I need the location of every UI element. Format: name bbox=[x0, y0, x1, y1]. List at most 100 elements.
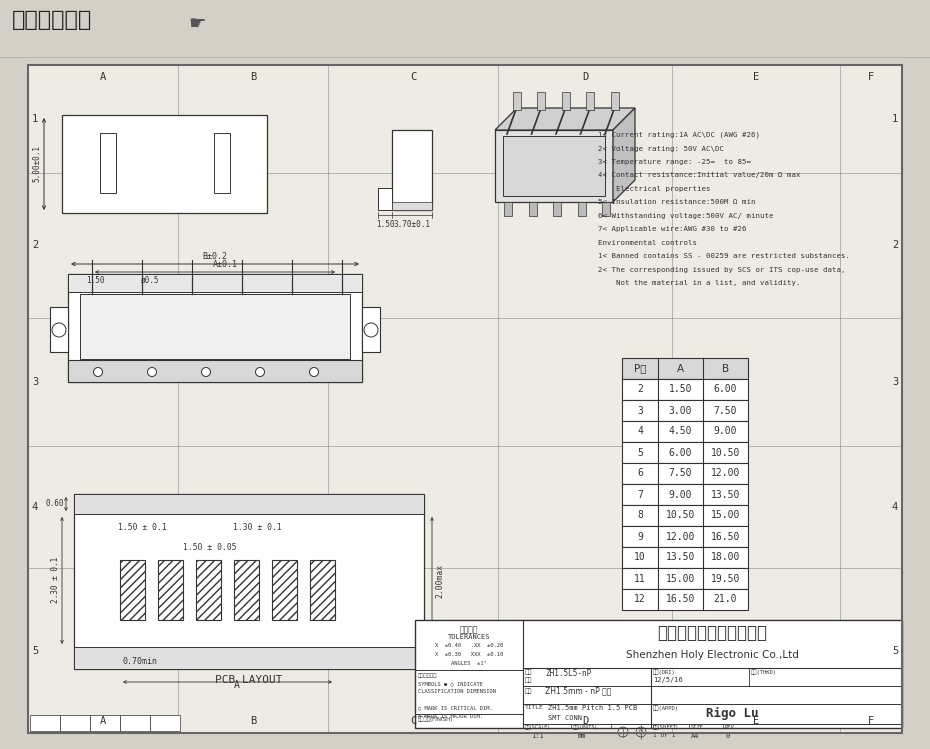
Text: ○ MARK IS MAJOR DIM.: ○ MARK IS MAJOR DIM. bbox=[418, 713, 483, 718]
Text: 图号: 图号 bbox=[525, 677, 533, 682]
Text: E: E bbox=[753, 716, 759, 726]
Text: C: C bbox=[410, 716, 416, 726]
Text: 3.00: 3.00 bbox=[669, 405, 692, 416]
Text: 6< Withstanding voltage:500V AC/ minute: 6< Withstanding voltage:500V AC/ minute bbox=[598, 213, 774, 219]
Bar bbox=[30, 715, 60, 731]
Bar bbox=[622, 400, 748, 421]
Text: 2.30 ± 0.1: 2.30 ± 0.1 bbox=[51, 557, 60, 603]
Text: 2< Voltage rating: 50V AC\DC: 2< Voltage rating: 50V AC\DC bbox=[598, 145, 724, 151]
Text: 4: 4 bbox=[32, 502, 38, 512]
Text: ○ MARK IS CRITICAL DIM.: ○ MARK IS CRITICAL DIM. bbox=[418, 705, 493, 710]
Text: 1.50 ± 0.05: 1.50 ± 0.05 bbox=[183, 544, 237, 553]
Text: A4: A4 bbox=[691, 733, 699, 739]
Text: 13.50: 13.50 bbox=[666, 553, 696, 562]
Bar bbox=[392, 202, 432, 210]
Text: 9: 9 bbox=[637, 532, 643, 542]
Text: 1: 1 bbox=[32, 114, 38, 124]
Bar bbox=[562, 92, 570, 110]
Bar bbox=[622, 589, 748, 610]
Bar bbox=[0, 0, 930, 58]
Text: ZH1.5mm - nP 卧贴: ZH1.5mm - nP 卧贴 bbox=[545, 687, 611, 696]
Bar bbox=[622, 463, 748, 484]
Text: 6.00: 6.00 bbox=[669, 447, 692, 458]
Text: 5: 5 bbox=[32, 646, 38, 655]
Text: X  ±0.30   XXX  ±0.10: X ±0.30 XXX ±0.10 bbox=[435, 652, 503, 657]
Text: ZH1.5L5-nP: ZH1.5L5-nP bbox=[545, 669, 591, 678]
Text: Shenzhen Holy Electronic Co.,Ltd: Shenzhen Holy Electronic Co.,Ltd bbox=[626, 650, 799, 660]
Bar bbox=[528, 202, 537, 216]
Text: 1< Current rating:1A AC\DC (AWG #26): 1< Current rating:1A AC\DC (AWG #26) bbox=[598, 132, 760, 139]
Text: 5: 5 bbox=[892, 646, 898, 655]
Text: 15.00: 15.00 bbox=[711, 511, 740, 521]
Bar bbox=[392, 130, 432, 210]
Circle shape bbox=[310, 368, 318, 377]
Circle shape bbox=[148, 368, 156, 377]
Text: 深圳市宏利电子有限公司: 深圳市宏利电子有限公司 bbox=[658, 624, 767, 642]
Bar bbox=[622, 568, 748, 589]
Bar bbox=[196, 560, 221, 620]
Bar bbox=[504, 202, 512, 216]
Bar bbox=[62, 115, 267, 213]
Bar bbox=[538, 92, 545, 110]
Text: 3: 3 bbox=[637, 405, 643, 416]
Bar bbox=[120, 560, 145, 620]
Text: 1< Banned contains SS - 00259 are restricted substances.: 1< Banned contains SS - 00259 are restri… bbox=[598, 253, 850, 259]
Text: B: B bbox=[250, 716, 256, 726]
Circle shape bbox=[256, 368, 264, 377]
Text: E: E bbox=[753, 72, 759, 82]
Text: 制图(DRI): 制图(DRI) bbox=[653, 669, 676, 675]
Text: TITLE: TITLE bbox=[525, 705, 544, 710]
Text: 1.30 ± 0.1: 1.30 ± 0.1 bbox=[232, 524, 282, 533]
Bar bbox=[74, 494, 424, 514]
Text: 3< Temperature range: -25=  to 85=: 3< Temperature range: -25= to 85= bbox=[598, 159, 751, 165]
Text: 0: 0 bbox=[725, 733, 729, 739]
Text: 2: 2 bbox=[637, 384, 643, 395]
Text: 6.00: 6.00 bbox=[713, 384, 737, 395]
Bar bbox=[362, 307, 380, 352]
Bar bbox=[586, 92, 594, 110]
Text: CLASSIFICATION DIMENSION: CLASSIFICATION DIMENSION bbox=[418, 689, 496, 694]
Bar bbox=[100, 133, 116, 193]
Text: 0.60: 0.60 bbox=[46, 500, 64, 509]
Bar bbox=[622, 505, 748, 526]
Bar bbox=[60, 715, 90, 731]
Text: 7.50: 7.50 bbox=[713, 405, 737, 416]
Text: 6: 6 bbox=[637, 469, 643, 479]
Circle shape bbox=[364, 323, 378, 337]
Text: 10.50: 10.50 bbox=[711, 447, 740, 458]
Bar bbox=[622, 526, 748, 547]
Text: ANGLES  ±1°: ANGLES ±1° bbox=[451, 661, 487, 666]
Text: 4< Contact resistance:Initial value/20m Ω max: 4< Contact resistance:Initial value/20m … bbox=[598, 172, 801, 178]
Text: A: A bbox=[677, 363, 684, 374]
Bar bbox=[611, 92, 618, 110]
Bar bbox=[622, 358, 748, 379]
Bar bbox=[50, 307, 68, 352]
Text: 19.50: 19.50 bbox=[711, 574, 740, 583]
Text: 比例(SCALE): 比例(SCALE) bbox=[525, 725, 551, 730]
Circle shape bbox=[52, 323, 66, 337]
Text: 16.50: 16.50 bbox=[666, 595, 696, 604]
Bar bbox=[378, 188, 392, 210]
Text: A: A bbox=[100, 716, 106, 726]
Text: PCB LAYOUT: PCB LAYOUT bbox=[215, 675, 283, 685]
Text: X  ±0.40   .XX  ±0.20: X ±0.40 .XX ±0.20 bbox=[435, 643, 503, 648]
Text: 18.00: 18.00 bbox=[711, 553, 740, 562]
Text: P数: P数 bbox=[633, 363, 646, 374]
Text: Electrical properties: Electrical properties bbox=[598, 186, 711, 192]
Text: A: A bbox=[100, 72, 106, 82]
Text: 工程: 工程 bbox=[525, 669, 533, 675]
Text: 审核(THKD): 审核(THKD) bbox=[751, 669, 777, 675]
Text: F: F bbox=[868, 716, 874, 726]
Text: 7< Applicable wire:AWG #30 to #26: 7< Applicable wire:AWG #30 to #26 bbox=[598, 226, 747, 232]
Bar bbox=[495, 130, 613, 202]
Text: 2: 2 bbox=[892, 240, 898, 250]
Text: 检验尺寸标示: 检验尺寸标示 bbox=[418, 673, 437, 678]
Text: SMT CONN: SMT CONN bbox=[548, 715, 582, 721]
Bar bbox=[234, 560, 259, 620]
Text: 张数(SHEET): 张数(SHEET) bbox=[653, 725, 679, 730]
Polygon shape bbox=[613, 108, 635, 202]
Text: 8: 8 bbox=[637, 511, 643, 521]
Text: SIZE: SIZE bbox=[691, 725, 704, 730]
Text: ☛: ☛ bbox=[188, 14, 206, 33]
Text: 5: 5 bbox=[637, 447, 643, 458]
